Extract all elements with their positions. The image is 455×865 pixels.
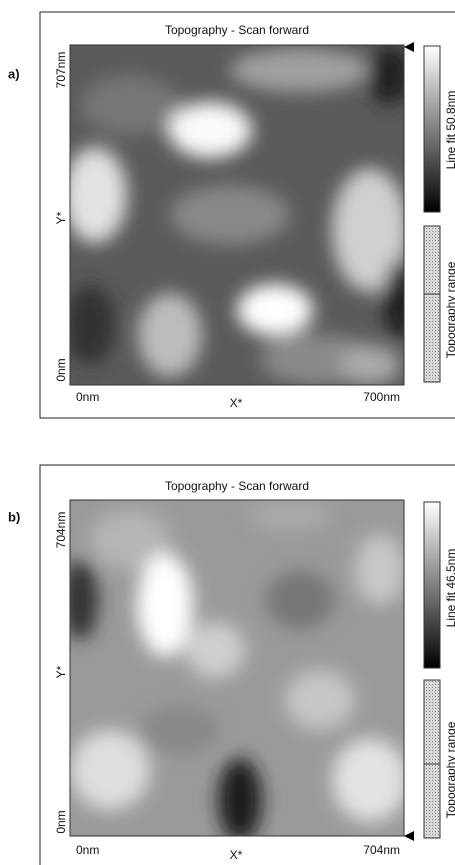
page: a) Topography - Scan forward xyxy=(0,0,455,865)
colorbar-label: Line fit 46.5nm xyxy=(444,549,455,628)
panel-a: a) Topography - Scan forward xyxy=(8,12,455,418)
panel-label: a) xyxy=(8,66,20,81)
y-min-label: 0nm xyxy=(54,358,68,381)
y-max-label: 707nm xyxy=(54,52,68,89)
panel-b: b) Topography - Scan forward xyxy=(8,465,455,865)
range-bar xyxy=(424,680,440,838)
range-label: Topography range xyxy=(444,261,455,358)
scan-marker xyxy=(404,831,414,841)
y-max-label: 704nm xyxy=(54,512,68,549)
colorbar xyxy=(424,502,440,668)
colorbar xyxy=(424,46,440,212)
y-axis-label: Y* xyxy=(54,665,68,678)
afm-image xyxy=(62,500,408,842)
x-max-label: 700nm xyxy=(363,390,400,404)
panel-title: Topography - Scan forward xyxy=(165,479,309,493)
x-axis-label: X* xyxy=(230,848,243,862)
x-min-label: 0nm xyxy=(76,390,99,404)
panel-title: Topography - Scan forward xyxy=(165,23,309,37)
x-max-label: 704nm xyxy=(363,843,400,857)
x-axis-label: X* xyxy=(230,396,243,410)
colorbar-label: Line fit 50.8nm xyxy=(444,91,455,170)
afm-image xyxy=(63,45,416,385)
y-axis-label: Y* xyxy=(54,211,68,224)
scan-marker xyxy=(404,42,414,52)
range-bar xyxy=(424,226,440,382)
range-label: Topography range xyxy=(444,721,455,818)
figure: a) Topography - Scan forward xyxy=(0,0,455,865)
x-min-label: 0nm xyxy=(76,843,99,857)
panel-label: b) xyxy=(8,509,20,524)
y-min-label: 0nm xyxy=(54,810,68,833)
